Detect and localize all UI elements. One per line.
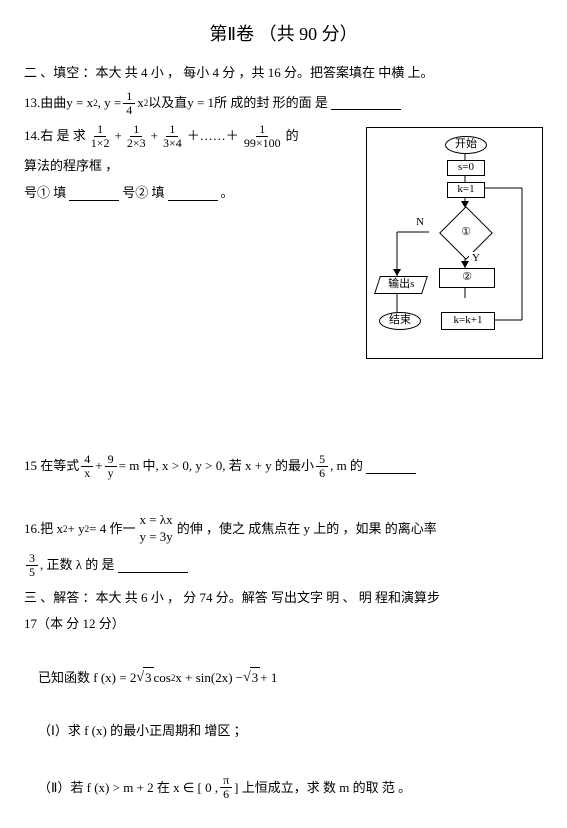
q17-ii-frac: π6 xyxy=(220,774,232,801)
frac-num: 1 xyxy=(256,123,268,137)
frac-den: x xyxy=(81,467,93,480)
question-17-func: 已知函数 f (x) = 2 3 cos2 x + sin(2x) − 3 + … xyxy=(38,667,543,689)
q13-eq1-l: y = x xyxy=(66,93,93,114)
q13-text-a: 13.由曲 xyxy=(24,93,66,114)
q15-frac-1: 4x xyxy=(81,453,93,480)
q17-ii-b: ] 上恒成立，求 数 m 的取 范 。 xyxy=(234,778,411,799)
frac-den: y xyxy=(105,467,117,480)
q14-frac-2: 12×3 xyxy=(124,123,149,150)
question-17-part1: （Ⅰ）求 f (x) 的最小正周期和 增区 ； xyxy=(38,721,543,742)
q15-frac-2: 9y xyxy=(105,453,117,480)
plus: + xyxy=(115,126,122,147)
radicand: 3 xyxy=(250,667,261,689)
plus: + xyxy=(151,126,158,147)
q17-c: x + sin(2x) − xyxy=(175,668,243,689)
frac-den: 2×3 xyxy=(124,137,149,150)
q17-d: + 1 xyxy=(260,668,277,689)
q14-frac-3: 13×4 xyxy=(160,123,185,150)
flow-start: 开始 xyxy=(445,136,487,154)
question-17-part2: （Ⅱ）若 f (x) > m + 2 在 x ∈ [ 0 , π6 ] 上恒成立… xyxy=(38,774,543,801)
flow-proc2: ② xyxy=(439,268,495,288)
frac-den: 6 xyxy=(220,788,232,801)
q16-text-a: 16.把 x xyxy=(24,519,63,540)
q16-sys1: x = λx xyxy=(139,512,172,529)
section-3-heading: 三 、解答 ：本大 共 6 小 ， 分 74 分。解答 写出文字 明 、 明 程… xyxy=(24,588,543,609)
frac-num: 1 xyxy=(130,123,142,137)
q13-text-b: 以及直 xyxy=(148,93,187,114)
q13-text-c: 所 成的封 形的面 是 xyxy=(214,93,328,114)
question-15: 15 在等式 4x + 9y = m 中, x > 0, y > 0, 若 x … xyxy=(24,453,543,480)
q14-d2: 号② 填 xyxy=(122,183,164,204)
q16-system: x = λx y = 3y xyxy=(139,512,172,546)
question-17-heading: 17（本 分 12 分） xyxy=(24,614,543,635)
q14-text-a: 14.右 是 求 xyxy=(24,126,86,147)
q15-frac-3: 56 xyxy=(316,453,328,480)
title-paren: （共 90 分） xyxy=(259,24,358,44)
frac-den: 99×100 xyxy=(241,137,284,150)
flow-kpp: k=k+1 xyxy=(441,312,495,330)
question-14-line3: 号① 填 号② 填 。 xyxy=(24,183,356,204)
frac-den: 3×4 xyxy=(160,137,185,150)
q15-plus: + xyxy=(95,456,102,477)
q13-blank xyxy=(331,96,401,110)
frac-num: 5 xyxy=(316,453,328,467)
frac-num: 1 xyxy=(123,90,135,104)
flow-label-y: Y xyxy=(469,252,483,266)
q13-eq1-sep: , y = xyxy=(98,93,122,114)
q14-text-b: 的 xyxy=(286,126,299,147)
q16-text-c: , 正数 λ 的 是 xyxy=(40,555,115,576)
q14-blank-1 xyxy=(69,187,119,201)
frac-num: 1 xyxy=(94,123,106,137)
q16-sys2: y = 3y xyxy=(139,529,172,546)
q15-text-b: = m 中, x > 0, y > 0, 若 x + y 的最小 xyxy=(119,456,314,477)
q16-eq: = 4 作一 xyxy=(89,519,135,540)
q16-frac: 35 xyxy=(26,552,38,579)
q17-sqrt-1: 3 xyxy=(136,667,153,689)
q17-b: cos xyxy=(154,668,171,689)
q17-a: 已知函数 f (x) = 2 xyxy=(38,668,136,689)
q14-d1: 号① 填 xyxy=(24,183,66,204)
frac-den: 4 xyxy=(123,104,135,117)
frac-den: 5 xyxy=(26,566,38,579)
q15-text-a: 15 在等式 xyxy=(24,456,79,477)
frac-num: 4 xyxy=(81,453,93,467)
frac-num: 3 xyxy=(26,552,38,566)
section-2-heading: 二 、填空 ：本大 共 4 小 ， 每小 4 分 ，共 16 分。把答案填在 中… xyxy=(24,63,543,84)
radicand: 3 xyxy=(143,667,154,689)
q16-mid: + y xyxy=(68,519,85,540)
q14-frac-n: 199×100 xyxy=(241,123,284,150)
flowchart-box: 开始 s=0 k=1 ① N Y 输出s ② 结束 k=k+1 xyxy=(366,127,543,359)
q14-d3: 。 xyxy=(221,183,234,204)
q16-text-b: 的伸 ，使之 成焦点在 y 上的 ，如果 的离心率 xyxy=(177,519,437,540)
flow-output: 输出s xyxy=(374,276,428,294)
flow-s0: s=0 xyxy=(447,160,485,176)
q15-text-c: , m 的 xyxy=(330,456,363,477)
q17-sqrt-2: 3 xyxy=(243,667,260,689)
q14-frac-1: 11×2 xyxy=(88,123,113,150)
title-main: 第Ⅱ卷 xyxy=(209,24,254,44)
q14-blank-2 xyxy=(168,187,218,201)
question-16-line1: 16.把 x2 + y2 = 4 作一 x = λx y = 3y 的伸 ，使之… xyxy=(24,512,543,546)
frac-num: 9 xyxy=(105,453,117,467)
question-13: 13.由曲 y = x2 , y = 1 4 x2 以及直 y = 1 所 成的… xyxy=(24,90,543,117)
q16-blank xyxy=(118,559,188,573)
question-14-line1: 14.右 是 求 11×2 + 12×3 + 13×4 ＋……＋ 199×100… xyxy=(24,123,356,150)
q13-frac-1-4: 1 4 xyxy=(123,90,135,117)
frac-num: π xyxy=(220,774,232,788)
flow-k1: k=1 xyxy=(447,182,485,198)
q14-dots: ＋……＋ xyxy=(187,126,239,147)
frac-num: 1 xyxy=(166,123,178,137)
flow-label-n: N xyxy=(413,216,427,230)
flow-end: 结束 xyxy=(379,312,421,330)
question-16-line2: 35 , 正数 λ 的 是 xyxy=(24,552,543,579)
q15-blank xyxy=(366,460,416,474)
q17-ii-a: （Ⅱ）若 f (x) > m + 2 在 x ∈ [ 0 , xyxy=(38,778,218,799)
frac-den: 1×2 xyxy=(88,137,113,150)
frac-den: 6 xyxy=(316,467,328,480)
q13-eq2: y = 1 xyxy=(187,93,214,114)
